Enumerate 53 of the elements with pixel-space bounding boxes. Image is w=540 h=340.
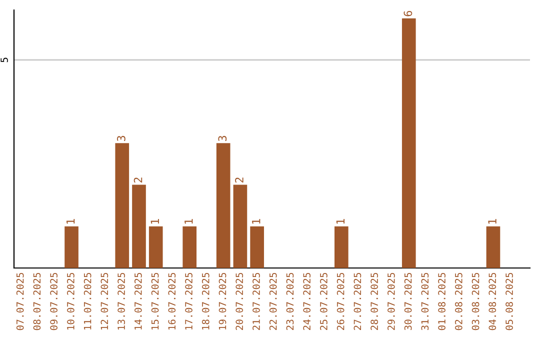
x-tick-label: 14.07.2025 <box>134 272 142 330</box>
x-tick-label: 01.08.2025 <box>438 272 446 330</box>
x-tick-label: 29.07.2025 <box>388 272 395 330</box>
data-label: 6 <box>404 10 412 16</box>
x-tick-label: 12.07.2025 <box>100 272 108 330</box>
y-tick-label: 5 <box>0 58 8 62</box>
x-tick-label: 27.07.2025 <box>354 272 362 330</box>
x-tick-label: 31.07.2025 <box>421 272 429 330</box>
bar <box>115 143 130 268</box>
data-label: 1 <box>150 219 159 224</box>
data-label: 3 <box>218 136 227 142</box>
bar <box>132 184 146 268</box>
x-tick-label: 18.07.2025 <box>202 272 210 330</box>
data-label: 1 <box>336 219 345 224</box>
x-tick-label: 10.07.2025 <box>67 272 74 330</box>
bar <box>64 226 78 268</box>
bar <box>216 143 230 268</box>
x-tick-label: 09.07.2025 <box>50 272 58 330</box>
x-tick-label: 23.07.2025 <box>286 272 294 330</box>
x-tick-label: 24.07.2025 <box>303 272 311 330</box>
bar <box>233 184 248 268</box>
data-label: 1 <box>252 219 260 224</box>
x-tick-label: 21.07.2025 <box>252 272 260 330</box>
x-tick-label: 08.07.2025 <box>33 272 41 330</box>
bar <box>182 226 197 268</box>
x-tick-label: 28.07.2025 <box>370 272 378 330</box>
x-tick-label: 19.07.2025 <box>218 272 226 330</box>
data-label: 1 <box>66 219 75 224</box>
data-label: 2 <box>134 178 142 183</box>
x-tick-label: 15.07.2025 <box>151 272 159 330</box>
x-tick-label: 02.08.2025 <box>454 272 462 330</box>
x-tick-label: 11.07.2025 <box>84 272 92 330</box>
x-tick-label: 03.08.2025 <box>472 272 480 330</box>
x-tick-label: 04.08.2025 <box>488 272 496 330</box>
bar <box>148 226 163 268</box>
x-tick-label: 25.07.2025 <box>320 272 328 330</box>
x-tick-label: 20.07.2025 <box>236 272 244 330</box>
x-tick-label: 05.08.2025 <box>506 272 513 330</box>
bar <box>334 226 348 268</box>
x-tick-label: 22.07.2025 <box>269 272 277 330</box>
data-label: 1 <box>184 219 193 224</box>
data-label: 3 <box>116 136 126 142</box>
x-tick-label: 17.07.2025 <box>185 272 192 330</box>
data-label: 1 <box>488 219 496 224</box>
x-tick-label: 26.07.2025 <box>336 272 344 330</box>
x-tick-label: 30.07.2025 <box>404 272 412 330</box>
x-tick-label: 13.07.2025 <box>118 272 125 330</box>
bar <box>486 226 500 268</box>
x-tick-label: 16.07.2025 <box>168 272 176 330</box>
x-tick-label: 07.07.2025 <box>16 272 24 330</box>
bar <box>250 226 264 268</box>
data-label: 2 <box>235 178 244 183</box>
bar <box>402 18 416 268</box>
